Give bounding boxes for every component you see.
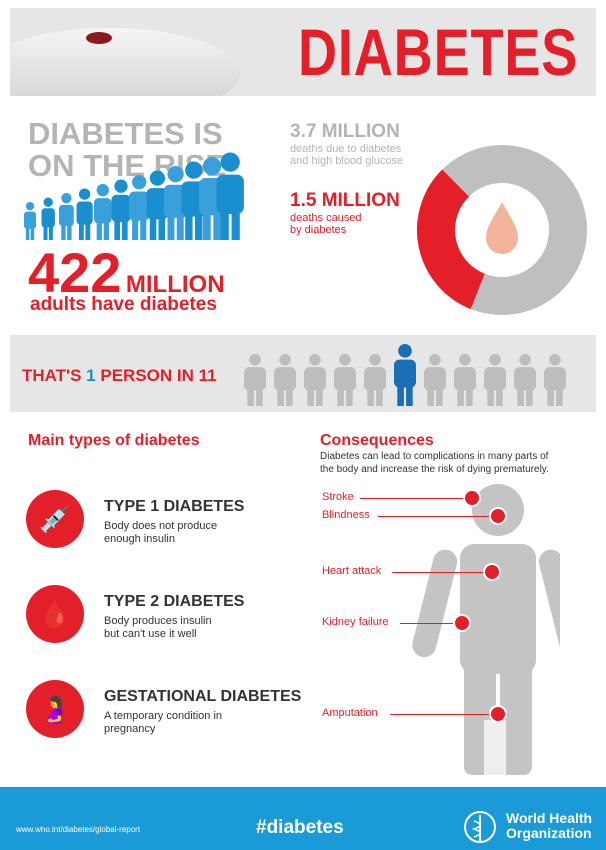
people-growing-icon (24, 152, 244, 240)
person-icon (244, 354, 266, 406)
consequences-heading: Consequences (320, 432, 434, 449)
person-icon (304, 354, 326, 406)
consequences-intro-line: Diabetes can lead to complications in ma… (320, 451, 549, 462)
adults-caption: adults have diabetes (30, 294, 217, 315)
person-icon (484, 354, 506, 406)
deaths-diabetes-caption: by diabetes (290, 224, 347, 236)
rise-person-icon (94, 184, 112, 240)
who-emblem-icon (464, 811, 496, 843)
blood-drop-image (86, 32, 112, 44)
footer-hashtag[interactable]: #diabetes (256, 817, 344, 838)
deaths-total-caption: and high blood glucose (290, 155, 404, 167)
consequences-intro: Diabetes can lead to complications in ma… (320, 450, 549, 476)
rise-person-icon (59, 193, 74, 240)
deaths-diabetes-caption: deaths caused (290, 212, 362, 224)
person-icon (274, 354, 296, 406)
adults-number: 422 MILLION (28, 240, 225, 305)
person-icon (544, 354, 566, 406)
consequence-label: Blindness (322, 509, 370, 521)
deaths-total-caption: deaths due to diabetes (290, 143, 402, 155)
consequence-label: Stroke (322, 491, 354, 503)
consequence-leader-line (390, 714, 498, 715)
finger-image (10, 28, 240, 96)
ratio-prefix: THAT'S (22, 366, 87, 385)
type-desc: Body produces insulin but can't use it we… (104, 615, 212, 640)
footer: www.who.int/diabetes/global-report #diab… (0, 787, 606, 850)
consequence-leader-line (400, 623, 462, 624)
type-name: TYPE 1 DIABETES (104, 498, 245, 515)
deaths-diabetes: 1.5 MILLION deaths caused by diabetes (290, 190, 400, 236)
who-name-line: World Health (506, 810, 593, 826)
type-desc: A temporary condition in pregnancy (104, 710, 223, 735)
deaths-diabetes-value: 1.5 MILLION (290, 190, 400, 211)
glucose-drop-icon: 🩸 (26, 585, 84, 643)
rise-person-icon (111, 179, 131, 240)
body-figure-icon (412, 484, 560, 775)
consequence-label: Heart attack (322, 565, 382, 577)
consequence-marker-icon (463, 489, 481, 507)
rise-person-icon (76, 188, 93, 240)
rise-number: 422 (28, 241, 122, 304)
consequence-label: Amputation (322, 707, 378, 719)
rise-person-icon (164, 166, 188, 240)
consequence-marker-icon (483, 563, 501, 581)
deaths-total-value: 3.7 MILLION (290, 121, 400, 142)
deaths-total: 3.7 MILLION deaths due to diabetes and h… (290, 121, 403, 167)
pregnancy-icon: 🤰 (26, 680, 84, 738)
donut-diabetes-arc (417, 169, 486, 310)
type-name: TYPE 2 DIABETES (104, 593, 245, 610)
person-icon (424, 354, 446, 406)
consequence-marker-icon (489, 705, 507, 723)
page-title: DIABETES (298, 15, 579, 89)
rise-headline-line1: DIABETES IS (28, 116, 223, 151)
insulin-syringe-icon: 💉 (26, 490, 84, 548)
rise-person-icon (216, 152, 244, 240)
rise-person-icon (41, 197, 55, 240)
consequences-intro-line: the body and increase the risk of dying … (320, 464, 549, 475)
footer-url[interactable]: www.who.int/diabetes/global-report (16, 825, 141, 834)
consequence-label: Kidney failure (322, 616, 389, 628)
ratio-text: THAT'S 1 PERSON IN 11 (22, 366, 217, 386)
consequence-leader-line (378, 516, 498, 517)
consequence-leader-line (360, 498, 472, 499)
diabetes-type-item: 🤰 GESTATIONAL DIABETES A temporary condi… (26, 680, 316, 744)
blood-drop-icon (486, 202, 518, 254)
person-icon (454, 354, 476, 406)
consequence-leader-line (392, 572, 492, 573)
rise-person-icon (24, 202, 36, 240)
deaths-donut (417, 145, 587, 315)
header-banner (10, 8, 596, 96)
rise-unit: MILLION (125, 271, 225, 298)
person-icon (334, 354, 356, 406)
rise-person-icon (146, 170, 169, 240)
person-icon (364, 354, 386, 406)
consequence-marker-icon (489, 507, 507, 525)
diabetes-type-item: 💉 TYPE 1 DIABETES Body does not produce e… (26, 490, 316, 554)
consequence-marker-icon (453, 614, 471, 632)
highlighted-person-icon (394, 344, 416, 406)
type-name: GESTATIONAL DIABETES (104, 688, 302, 705)
rise-person-icon (129, 175, 150, 240)
ratio-suffix: PERSON IN 11 (95, 366, 217, 385)
diabetes-type-item: 🩸 TYPE 2 DIABETES Body produces insulin b… (26, 585, 316, 649)
person-icon (514, 354, 536, 406)
who-name-line: Organization (506, 825, 592, 841)
ratio-highlight: 1 (86, 366, 96, 385)
type-desc: Body does not produce enough insulin (104, 520, 218, 545)
people-row-icon (244, 344, 566, 406)
types-heading: Main types of diabetes (28, 432, 200, 449)
who-name: World Health Organization (506, 811, 592, 841)
